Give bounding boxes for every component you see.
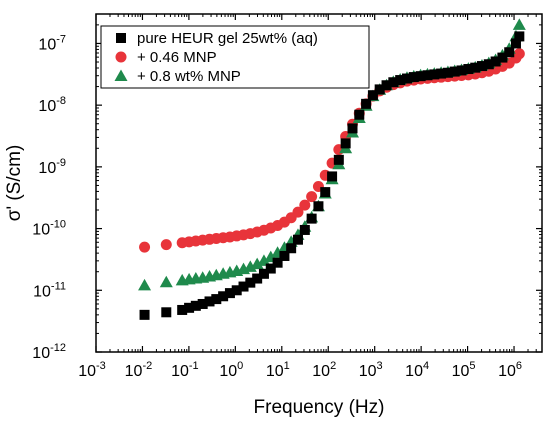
data-point-circle bbox=[139, 241, 151, 253]
data-point-square bbox=[442, 67, 453, 78]
data-point-square bbox=[252, 273, 263, 284]
series-square bbox=[139, 31, 525, 320]
x-tick-label: 102 bbox=[312, 360, 336, 380]
data-point-circle bbox=[513, 48, 525, 60]
data-point-square bbox=[361, 98, 372, 109]
x-tick-label: 103 bbox=[359, 360, 383, 380]
legend-label: pure HEUR gel 25wt% (aq) bbox=[137, 30, 318, 47]
data-point-square bbox=[238, 281, 249, 292]
data-point-circle bbox=[299, 199, 311, 211]
data-point-triangle bbox=[138, 278, 152, 291]
x-tick-label: 10-3 bbox=[78, 360, 106, 380]
data-point-triangle bbox=[159, 275, 173, 288]
data-point-square bbox=[327, 171, 338, 182]
x-tick-label: 105 bbox=[452, 360, 476, 380]
data-point-square bbox=[514, 31, 525, 42]
legend: pure HEUR gel 25wt% (aq) + 0.46 MNP + 0.8 … bbox=[100, 25, 370, 89]
data-point-square bbox=[245, 277, 256, 288]
legend-marker-circle bbox=[115, 51, 127, 63]
data-point-square bbox=[470, 62, 481, 73]
data-point-square bbox=[184, 302, 195, 313]
data-point-triangle bbox=[512, 18, 526, 30]
data-point-square bbox=[320, 187, 331, 198]
data-point-square bbox=[161, 307, 172, 318]
data-point-square bbox=[422, 70, 433, 81]
data-point-square bbox=[401, 73, 412, 84]
data-point-square bbox=[333, 154, 344, 165]
data-point-square bbox=[347, 123, 358, 134]
data-point-square bbox=[279, 250, 290, 261]
legend-label: + 0.46 MNP bbox=[137, 49, 217, 66]
data-series bbox=[138, 18, 526, 320]
y-tick-label: 10-12 bbox=[32, 342, 66, 362]
data-point-square bbox=[408, 72, 419, 83]
data-point-square bbox=[231, 285, 242, 296]
data-point-square bbox=[197, 298, 208, 309]
y-tick-label: 10-8 bbox=[38, 95, 66, 115]
data-point-square bbox=[139, 309, 150, 320]
y-tick-label: 10-7 bbox=[38, 33, 66, 53]
data-point-square bbox=[286, 243, 297, 254]
data-point-circle bbox=[292, 206, 304, 218]
x-axis-title: Frequency (Hz) bbox=[254, 397, 385, 418]
data-point-square bbox=[504, 47, 515, 58]
x-tick-label: 10-2 bbox=[125, 360, 153, 380]
data-point-square bbox=[299, 224, 310, 235]
data-point-square bbox=[218, 291, 229, 302]
data-point-square bbox=[483, 59, 494, 70]
data-point-square bbox=[395, 75, 406, 86]
x-tick-label: 100 bbox=[219, 360, 243, 380]
data-point-square bbox=[490, 56, 501, 67]
data-point-square bbox=[415, 71, 426, 82]
data-point-square bbox=[449, 66, 460, 77]
plot-frame bbox=[95, 13, 543, 353]
data-point-square bbox=[292, 234, 303, 245]
data-point-square bbox=[476, 61, 487, 72]
x-tick-label: 104 bbox=[405, 360, 429, 380]
legend-marker-triangle bbox=[114, 69, 128, 81]
data-point-square bbox=[265, 263, 276, 274]
axis-ticks: 10-3 10-2 10-1 100 101 102 103 104 105 106 10-12 10… bbox=[32, 13, 543, 380]
y-tick-label: 10-11 bbox=[33, 280, 66, 300]
data-point-square bbox=[367, 90, 378, 101]
y-axis-title: σ' (S/cm) bbox=[4, 145, 25, 222]
data-point-triangle bbox=[250, 257, 264, 270]
legend-marker-square bbox=[116, 33, 126, 43]
x-tick-label: 101 bbox=[266, 360, 290, 380]
y-tick-label: 10-9 bbox=[38, 157, 66, 177]
legend-box bbox=[100, 25, 370, 89]
data-point-square bbox=[456, 65, 467, 76]
data-point-square bbox=[429, 69, 440, 80]
data-point-square bbox=[354, 109, 365, 120]
data-point-square bbox=[177, 304, 188, 315]
x-tick-label: 10-1 bbox=[171, 360, 199, 380]
data-point-square bbox=[436, 68, 447, 79]
data-point-square bbox=[190, 300, 201, 311]
data-point-square bbox=[374, 84, 385, 95]
x-tick-label: 106 bbox=[498, 360, 522, 380]
data-point-circle bbox=[160, 239, 172, 251]
data-point-square bbox=[388, 77, 399, 88]
data-point-square bbox=[463, 64, 474, 75]
legend-label: + 0.8 wt% MNP bbox=[137, 68, 241, 85]
data-point-square bbox=[204, 296, 215, 307]
data-point-square bbox=[510, 38, 521, 49]
data-point-square bbox=[340, 138, 351, 149]
y-tick-label: 10-10 bbox=[32, 219, 66, 239]
data-point-square bbox=[313, 201, 324, 212]
data-point-square bbox=[224, 288, 235, 299]
data-point-square bbox=[258, 268, 269, 279]
data-point-circle bbox=[306, 191, 318, 203]
data-point-square bbox=[381, 80, 392, 91]
data-point-triangle bbox=[257, 254, 271, 266]
data-point-square bbox=[497, 52, 508, 63]
data-point-square bbox=[306, 213, 317, 224]
data-point-square bbox=[272, 257, 283, 268]
data-point-square bbox=[211, 294, 222, 305]
